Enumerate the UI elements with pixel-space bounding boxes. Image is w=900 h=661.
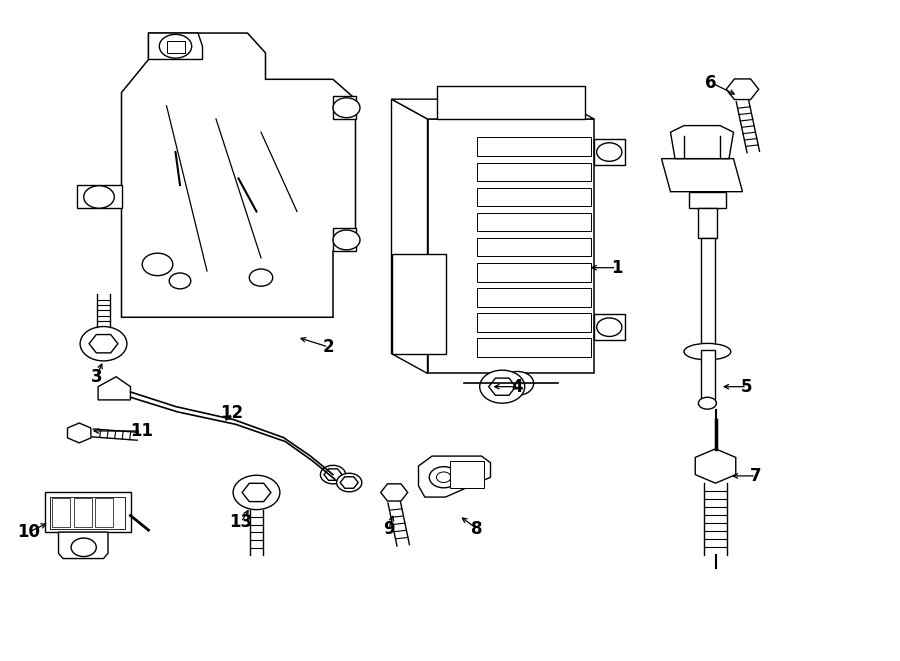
Circle shape (142, 253, 173, 276)
Polygon shape (670, 126, 734, 159)
Bar (477, 288, 591, 307)
Polygon shape (58, 532, 108, 559)
Bar (166, 41, 184, 53)
Bar (95, 498, 113, 527)
Circle shape (320, 465, 346, 484)
Circle shape (159, 34, 192, 58)
Bar (50, 497, 125, 529)
Circle shape (597, 143, 622, 161)
Circle shape (436, 472, 451, 483)
Polygon shape (76, 185, 122, 208)
Circle shape (429, 467, 458, 488)
Polygon shape (662, 159, 742, 192)
Bar (594, 314, 625, 340)
Polygon shape (726, 79, 759, 100)
Circle shape (480, 370, 525, 403)
Circle shape (80, 327, 127, 361)
Polygon shape (489, 378, 516, 395)
Polygon shape (68, 423, 91, 443)
Polygon shape (242, 483, 271, 502)
Polygon shape (392, 99, 428, 373)
Circle shape (597, 318, 622, 336)
Ellipse shape (698, 397, 716, 409)
Circle shape (501, 371, 534, 395)
Bar (688, 192, 726, 208)
Ellipse shape (684, 344, 731, 360)
Circle shape (169, 273, 191, 289)
Polygon shape (418, 456, 490, 497)
Text: 4: 4 (511, 377, 522, 396)
Polygon shape (324, 469, 342, 481)
Bar (74, 498, 92, 527)
Bar (698, 208, 717, 238)
Text: 2: 2 (323, 338, 334, 356)
Bar (45, 492, 130, 532)
Polygon shape (340, 477, 358, 488)
Polygon shape (98, 377, 130, 400)
Text: 6: 6 (706, 73, 716, 92)
Polygon shape (381, 484, 408, 501)
Circle shape (71, 538, 96, 557)
Bar (477, 313, 591, 332)
Polygon shape (392, 99, 594, 119)
Polygon shape (333, 228, 356, 251)
Text: 12: 12 (220, 404, 244, 422)
Bar (392, 254, 446, 354)
Bar (701, 350, 715, 403)
Bar (52, 498, 70, 527)
Circle shape (84, 186, 114, 208)
Bar (477, 263, 591, 282)
Text: 1: 1 (611, 258, 622, 277)
Circle shape (337, 473, 362, 492)
Circle shape (333, 230, 360, 250)
Text: 8: 8 (472, 520, 482, 538)
Circle shape (333, 98, 360, 118)
Polygon shape (333, 96, 356, 119)
Bar (477, 188, 591, 206)
Text: 9: 9 (383, 520, 394, 538)
Bar (477, 338, 591, 357)
Bar (594, 139, 625, 165)
Text: 7: 7 (751, 467, 761, 485)
Text: 10: 10 (17, 523, 40, 541)
Polygon shape (89, 334, 118, 353)
Bar (428, 119, 594, 373)
Bar (450, 461, 484, 488)
Circle shape (249, 269, 273, 286)
Text: 13: 13 (230, 513, 253, 531)
Text: 5: 5 (742, 377, 752, 396)
Bar (477, 137, 591, 156)
Bar (477, 238, 591, 256)
Bar (477, 163, 591, 181)
Bar (477, 213, 591, 231)
Text: 3: 3 (91, 368, 102, 386)
Polygon shape (122, 33, 356, 317)
Polygon shape (148, 33, 202, 59)
Bar (701, 238, 715, 350)
Text: 11: 11 (130, 422, 153, 440)
Polygon shape (695, 449, 736, 483)
Circle shape (233, 475, 280, 510)
Bar (436, 86, 585, 119)
